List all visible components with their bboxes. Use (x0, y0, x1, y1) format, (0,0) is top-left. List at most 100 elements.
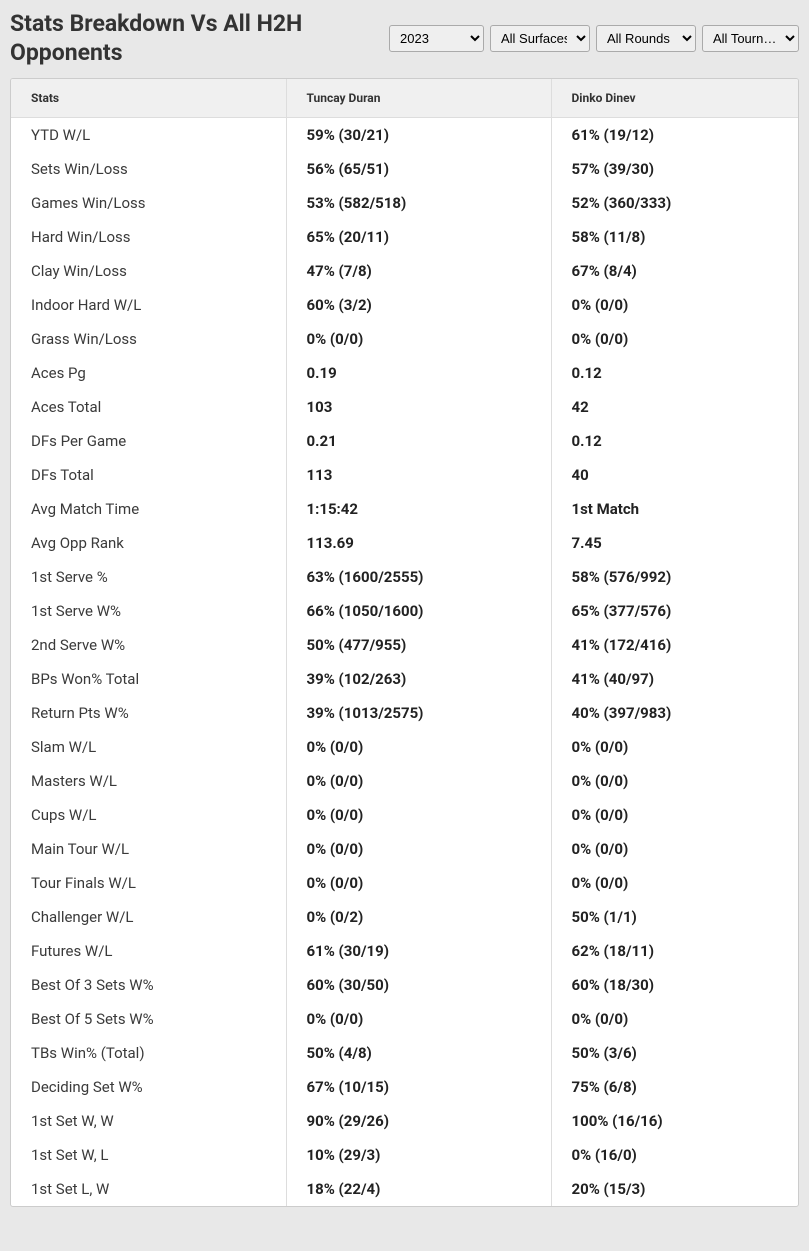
stat-label: TBs Win% (Total) (11, 1036, 286, 1070)
stat-value-player2: 40 (551, 458, 798, 492)
stat-value-player1: 10% (29/3) (286, 1138, 551, 1172)
table-row: Masters W/L0% (0/0)0% (0/0) (11, 764, 798, 798)
stat-value-player1: 0% (0/2) (286, 900, 551, 934)
stat-label: Slam W/L (11, 730, 286, 764)
filter-bar: 2023 All Surfaces All Rounds All Tourn… (389, 25, 799, 52)
table-row: Slam W/L0% (0/0)0% (0/0) (11, 730, 798, 764)
table-row: BPs Won% Total39% (102/263)41% (40/97) (11, 662, 798, 696)
table-row: Avg Opp Rank113.697.45 (11, 526, 798, 560)
stat-value-player2: 0% (0/0) (551, 288, 798, 322)
stat-label: Clay Win/Loss (11, 254, 286, 288)
stat-value-player1: 0.21 (286, 424, 551, 458)
stat-value-player2: 0% (16/0) (551, 1138, 798, 1172)
stat-value-player2: 57% (39/30) (551, 152, 798, 186)
table-row: 1st Set W, W90% (29/26)100% (16/16) (11, 1104, 798, 1138)
stat-value-player1: 39% (1013/2575) (286, 696, 551, 730)
table-row: Best Of 5 Sets W%0% (0/0)0% (0/0) (11, 1002, 798, 1036)
stat-value-player1: 60% (30/50) (286, 968, 551, 1002)
stat-label: 1st Set W, L (11, 1138, 286, 1172)
stat-value-player1: 63% (1600/2555) (286, 560, 551, 594)
stat-value-player1: 50% (477/955) (286, 628, 551, 662)
stat-value-player1: 0% (0/0) (286, 798, 551, 832)
stat-label: 1st Set W, W (11, 1104, 286, 1138)
stat-value-player1: 56% (65/51) (286, 152, 551, 186)
page-title: Stats Breakdown Vs All H2H Opponents (10, 10, 380, 68)
stat-value-player1: 103 (286, 390, 551, 424)
table-row: 1st Set L, W18% (22/4)20% (15/3) (11, 1172, 798, 1206)
table-row: Clay Win/Loss47% (7/8)67% (8/4) (11, 254, 798, 288)
table-row: Avg Match Time1:15:421st Match (11, 492, 798, 526)
table-row: 2nd Serve W%50% (477/955)41% (172/416) (11, 628, 798, 662)
stat-value-player2: 20% (15/3) (551, 1172, 798, 1206)
stat-value-player2: 61% (19/12) (551, 117, 798, 152)
stat-value-player1: 1:15:42 (286, 492, 551, 526)
year-select[interactable]: 2023 (389, 25, 484, 52)
stat-label: Challenger W/L (11, 900, 286, 934)
stat-label: Games Win/Loss (11, 186, 286, 220)
stat-value-player2: 40% (397/983) (551, 696, 798, 730)
stat-label: Indoor Hard W/L (11, 288, 286, 322)
table-row: Return Pts W%39% (1013/2575)40% (397/983… (11, 696, 798, 730)
stat-value-player1: 0% (0/0) (286, 764, 551, 798)
stat-value-player1: 59% (30/21) (286, 117, 551, 152)
tournament-select[interactable]: All Tourn… (702, 25, 799, 52)
table-header-row: Stats Tuncay Duran Dinko Dinev (11, 79, 798, 118)
stat-value-player2: 42 (551, 390, 798, 424)
stat-value-player2: 0% (0/0) (551, 798, 798, 832)
stat-value-player1: 0.19 (286, 356, 551, 390)
stat-value-player2: 67% (8/4) (551, 254, 798, 288)
stat-label: BPs Won% Total (11, 662, 286, 696)
stat-label: Return Pts W% (11, 696, 286, 730)
table-row: DFs Per Game0.210.12 (11, 424, 798, 458)
stat-value-player2: 1st Match (551, 492, 798, 526)
table-row: Main Tour W/L0% (0/0)0% (0/0) (11, 832, 798, 866)
stat-label: Cups W/L (11, 798, 286, 832)
table-row: DFs Total11340 (11, 458, 798, 492)
stat-value-player2: 41% (172/416) (551, 628, 798, 662)
stat-value-player1: 0% (0/0) (286, 1002, 551, 1036)
stat-label: 1st Set L, W (11, 1172, 286, 1206)
table-row: Tour Finals W/L0% (0/0)0% (0/0) (11, 866, 798, 900)
table-row: YTD W/L59% (30/21)61% (19/12) (11, 117, 798, 152)
round-select[interactable]: All Rounds (596, 25, 696, 52)
surface-select[interactable]: All Surfaces (490, 25, 590, 52)
stat-label: Avg Match Time (11, 492, 286, 526)
table-row: Indoor Hard W/L60% (3/2)0% (0/0) (11, 288, 798, 322)
table-row: Deciding Set W%67% (10/15)75% (6/8) (11, 1070, 798, 1104)
stat-value-player2: 0% (0/0) (551, 322, 798, 356)
stat-value-player1: 113.69 (286, 526, 551, 560)
stats-table-container: Stats Tuncay Duran Dinko Dinev YTD W/L59… (10, 78, 799, 1207)
stat-value-player1: 67% (10/15) (286, 1070, 551, 1104)
stat-value-player1: 66% (1050/1600) (286, 594, 551, 628)
stat-value-player2: 0.12 (551, 356, 798, 390)
stat-value-player1: 0% (0/0) (286, 730, 551, 764)
table-row: Aces Pg0.190.12 (11, 356, 798, 390)
stat-value-player1: 18% (22/4) (286, 1172, 551, 1206)
table-row: Games Win/Loss53% (582/518)52% (360/333) (11, 186, 798, 220)
stat-value-player2: 41% (40/97) (551, 662, 798, 696)
stat-value-player1: 0% (0/0) (286, 866, 551, 900)
stat-label: Best Of 3 Sets W% (11, 968, 286, 1002)
stat-value-player1: 65% (20/11) (286, 220, 551, 254)
stat-label: 2nd Serve W% (11, 628, 286, 662)
stat-value-player2: 60% (18/30) (551, 968, 798, 1002)
table-row: Aces Total10342 (11, 390, 798, 424)
stat-value-player1: 39% (102/263) (286, 662, 551, 696)
table-row: Hard Win/Loss65% (20/11)58% (11/8) (11, 220, 798, 254)
stat-label: Main Tour W/L (11, 832, 286, 866)
stat-value-player1: 113 (286, 458, 551, 492)
stat-label: Avg Opp Rank (11, 526, 286, 560)
stat-value-player2: 62% (18/11) (551, 934, 798, 968)
table-row: 1st Serve %63% (1600/2555)58% (576/992) (11, 560, 798, 594)
stat-value-player2: 0% (0/0) (551, 832, 798, 866)
stat-value-player2: 0% (0/0) (551, 1002, 798, 1036)
stat-value-player2: 75% (6/8) (551, 1070, 798, 1104)
stat-label: 1st Serve % (11, 560, 286, 594)
stats-table: Stats Tuncay Duran Dinko Dinev YTD W/L59… (11, 79, 798, 1206)
stat-value-player2: 0% (0/0) (551, 866, 798, 900)
stat-value-player2: 52% (360/333) (551, 186, 798, 220)
col-header-player2: Dinko Dinev (551, 79, 798, 118)
page-header: Stats Breakdown Vs All H2H Opponents 202… (0, 0, 809, 78)
stat-value-player1: 53% (582/518) (286, 186, 551, 220)
stat-label: Grass Win/Loss (11, 322, 286, 356)
